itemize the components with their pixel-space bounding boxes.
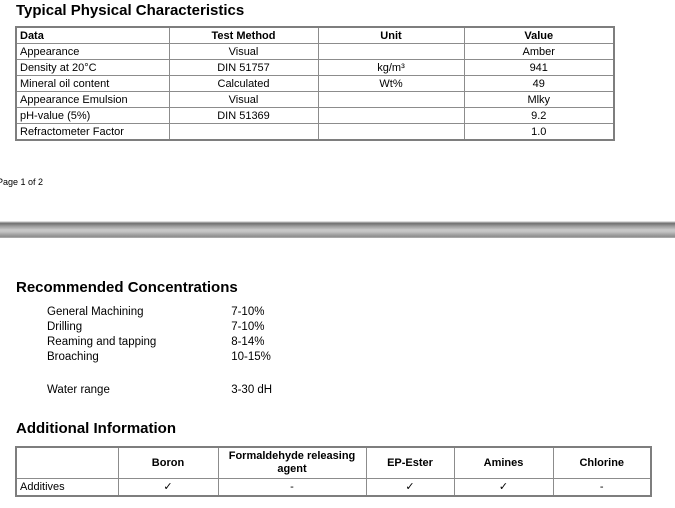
concentration-label: Broaching — [47, 351, 99, 363]
column-header-boron: Boron — [117, 446, 219, 479]
section-title-additional: Additional Information — [16, 420, 176, 437]
section-title-concentrations: Recommended Concentrations — [16, 279, 238, 296]
cell-unit — [317, 43, 465, 60]
column-header-test-method: Test Method — [168, 26, 319, 44]
cell-test: DIN 51757 — [168, 59, 319, 76]
concentration-label: General Machining — [47, 306, 144, 318]
cell-data: Appearance — [15, 43, 170, 60]
page-number: Page 1 of 2 — [0, 177, 44, 187]
concentration-value: 7-10% — [231, 321, 265, 333]
column-header-empty — [15, 446, 119, 479]
table-row: Mineral oil content Calculated Wt% 49 — [15, 75, 615, 92]
cell-formaldehyde-dash: - — [217, 478, 367, 497]
cell-amines-checkmark: ✓ — [453, 478, 554, 497]
column-header-unit: Unit — [317, 26, 465, 44]
cell-unit: Wt% — [317, 75, 465, 92]
water-range-label: Water range — [47, 384, 110, 396]
concentration-row: Reaming and tapping 8-14% — [47, 335, 264, 349]
column-header-data: Data — [15, 26, 170, 44]
additives-header-row: Boron Formaldehyde releasing agent EP-Es… — [15, 446, 652, 479]
column-header-formaldehyde: Formaldehyde releasing agent — [217, 446, 367, 479]
table-row: Appearance Visual Amber — [15, 43, 615, 60]
cell-unit — [317, 107, 465, 124]
section-title-characteristics: Typical Physical Characteristics — [16, 2, 245, 19]
cell-chlorine-dash: - — [552, 478, 652, 497]
table-row: pH-value (5%) DIN 51369 9.2 — [15, 107, 615, 124]
cell-data: Mineral oil content — [15, 75, 170, 92]
characteristics-table: Data Test Method Unit Value Appearance V… — [15, 26, 615, 141]
cell-data: pH-value (5%) — [15, 107, 170, 124]
cell-ep-ester-checkmark: ✓ — [365, 478, 455, 497]
column-header-ep-ester: EP-Ester — [365, 446, 455, 479]
concentration-label: Reaming and tapping — [47, 336, 157, 348]
cell-data: Density at 20°C — [15, 59, 170, 76]
cell-value: 49 — [463, 75, 615, 92]
cell-value: 941 — [463, 59, 615, 76]
column-header-value: Value — [463, 26, 615, 44]
cell-test — [168, 123, 319, 141]
additives-row: Additives ✓ - ✓ ✓ - — [15, 478, 652, 497]
concentration-value: 10-15% — [231, 351, 271, 363]
water-range-value: 3-30 dH — [231, 384, 273, 396]
additives-table: Boron Formaldehyde releasing agent EP-Es… — [15, 446, 652, 497]
concentration-label: Drilling — [47, 321, 83, 333]
cell-value: 9.2 — [463, 107, 615, 124]
cell-data: Appearance Emulsion — [15, 91, 170, 108]
page-separator-bar — [0, 221, 675, 238]
concentration-value: 7-10% — [231, 306, 265, 318]
cell-unit — [317, 123, 465, 141]
table-row: Density at 20°C DIN 51757 kg/m³ 941 — [15, 59, 615, 76]
cell-value: 1.0 — [463, 123, 615, 141]
cell-test: Calculated — [168, 75, 319, 92]
row-label-additives: Additives — [15, 478, 119, 497]
table-row: Appearance Emulsion Visual Mlky — [15, 91, 615, 108]
cell-test: DIN 51369 — [168, 107, 319, 124]
concentration-row: General Machining 7-10% — [47, 305, 264, 319]
cell-unit: kg/m³ — [317, 59, 465, 76]
concentration-row: Broaching 10-15% — [47, 350, 271, 364]
cell-value: Amber — [463, 43, 615, 60]
cell-value: Mlky — [463, 91, 615, 108]
column-header-chlorine: Chlorine — [552, 446, 652, 479]
cell-test: Visual — [168, 43, 319, 60]
table-row: Refractometer Factor 1.0 — [15, 123, 615, 141]
characteristics-header-row: Data Test Method Unit Value — [15, 26, 615, 44]
column-header-amines: Amines — [453, 446, 554, 479]
water-range-row: Water range 3-30 dH — [47, 383, 272, 397]
concentration-value: 8-14% — [231, 336, 265, 348]
cell-data: Refractometer Factor — [15, 123, 170, 141]
cell-test: Visual — [168, 91, 319, 108]
cell-boron-checkmark: ✓ — [117, 478, 219, 497]
cell-unit — [317, 91, 465, 108]
concentration-row: Drilling 7-10% — [47, 320, 264, 334]
